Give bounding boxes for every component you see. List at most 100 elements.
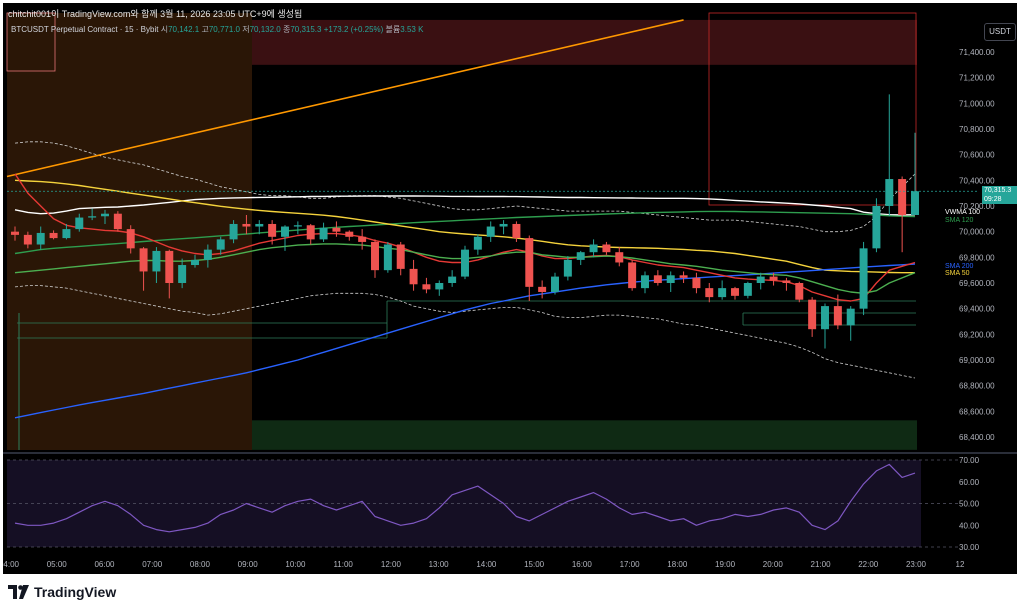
open-label: 시	[160, 25, 169, 34]
time-tick-label: 06:00	[94, 560, 115, 569]
candle-body	[756, 276, 765, 283]
candle-body	[795, 283, 804, 300]
candle-body	[718, 288, 727, 298]
time-tick-label: 14:00	[476, 560, 497, 569]
candle-body	[216, 239, 225, 250]
candle-body	[769, 276, 778, 281]
candle-body	[229, 223, 238, 240]
candle-body	[319, 227, 328, 240]
candle-body	[383, 244, 392, 271]
sma50-label: SMA 50	[945, 270, 970, 277]
candle-body	[332, 227, 341, 232]
candle-body	[49, 232, 58, 239]
candle-body	[268, 223, 277, 237]
price-tick-label: 69,200.00	[959, 330, 995, 339]
candle-body	[448, 276, 457, 283]
candle-body	[846, 308, 855, 326]
candle-body	[75, 217, 84, 230]
trendline	[6, 19, 684, 178]
candle-body	[872, 206, 881, 249]
candle-body	[743, 283, 752, 296]
price-tick-label: 69,400.00	[959, 305, 995, 314]
close-value: 70,315.3	[290, 25, 322, 34]
price-tick-label: 70,200.00	[959, 202, 995, 211]
candle-body	[628, 262, 637, 289]
tradingview-logo[interactable]: TradingView	[8, 582, 116, 602]
price-tick-label: 68,400.00	[959, 433, 995, 442]
candle-body	[165, 250, 174, 283]
time-tick-label: 15:00	[524, 560, 545, 569]
time-tick-label: 11:00	[333, 560, 353, 569]
candle-body	[525, 238, 534, 287]
candle-body	[23, 234, 32, 245]
volume-label: 볼륨	[385, 25, 401, 34]
overlay-sma-120	[14, 210, 916, 255]
candle-body	[36, 232, 45, 245]
top-left-box	[6, 12, 56, 72]
overlay-vwma-100	[14, 195, 916, 216]
tradingview-logo-text: TradingView	[34, 584, 117, 600]
tradingview-logo-icon	[8, 585, 29, 599]
candle-body	[563, 259, 572, 277]
price-tick-label: 68,600.00	[959, 407, 995, 416]
candle-body	[473, 236, 482, 250]
price-chart[interactable]: 68,400.00 68,600.00 68,800.00 69,000.00 69,2…	[3, 3, 1017, 574]
time-tick-label: 19:00	[715, 560, 736, 569]
band-lower	[14, 285, 916, 379]
candle-body	[178, 265, 187, 283]
candle-body	[409, 268, 418, 285]
candle-body	[358, 236, 367, 242]
price-tick-label: 69,000.00	[959, 356, 995, 365]
price-tick-label: 70,400.00	[959, 176, 995, 185]
rsi-tick-label: 70.00	[959, 456, 980, 465]
rsi-tick-label: 60.00	[959, 478, 980, 487]
candle-body	[859, 248, 868, 309]
time-tick-label: 20:00	[763, 560, 784, 569]
candle-body	[203, 249, 212, 260]
candle-body	[293, 225, 302, 227]
chart-frame: 68,400.00 68,600.00 68,800.00 69,000.00 69,2…	[3, 3, 1017, 574]
candle-body	[345, 231, 354, 237]
high-value: 70,771.0	[208, 25, 240, 34]
time-tick-label: 07:00	[142, 560, 163, 569]
candle-body	[101, 213, 109, 217]
currency-button[interactable]: USDT	[984, 23, 1016, 41]
candle-body	[255, 223, 264, 227]
overlay-sma-50	[14, 179, 915, 274]
time-tick-label: 16:00	[572, 560, 593, 569]
sma120-label: SMA 120	[945, 217, 974, 224]
low-value: 70,132.0	[249, 25, 281, 34]
candle-body	[113, 213, 122, 230]
symbol-header: BTCUSDT Perpetual Contract · 15 · Bybit …	[11, 24, 423, 35]
candle-body	[885, 179, 894, 206]
candle-body	[152, 250, 161, 272]
candle-body	[821, 306, 829, 330]
candle-body	[371, 241, 379, 271]
candle-body	[808, 299, 817, 330]
price-tick-label: 69,600.00	[959, 279, 995, 288]
candle-body	[499, 223, 508, 227]
candle-body	[242, 223, 251, 227]
candle-body	[692, 277, 701, 289]
time-tick-label: 04:00	[3, 560, 20, 569]
candle-body	[62, 229, 71, 239]
sma200-label: SMA 200	[945, 263, 974, 270]
symbol-name[interactable]: BTCUSDT Perpetual Contract · 15 · Bybit	[11, 25, 159, 34]
price-tick-label: 71,000.00	[959, 99, 995, 108]
price-tick-label: 70,000.00	[959, 228, 995, 237]
candle-body	[422, 284, 431, 290]
time-tick-label: 22:00	[858, 560, 879, 569]
candle-body	[306, 225, 315, 240]
time-tick-label: 21:00	[811, 560, 832, 569]
time-tick-label: 05:00	[47, 560, 68, 569]
price-tick-label: 71,400.00	[959, 48, 995, 57]
candle-body	[576, 252, 585, 260]
candle-body	[538, 286, 547, 292]
candle-body	[782, 280, 791, 283]
candle-body	[666, 275, 675, 283]
time-tick-label: 12	[956, 560, 965, 569]
candle-body	[461, 249, 469, 277]
price-tick-label: 70,800.00	[959, 125, 995, 134]
time-tick-label: 09:00	[238, 560, 259, 569]
candle-body	[281, 226, 289, 237]
